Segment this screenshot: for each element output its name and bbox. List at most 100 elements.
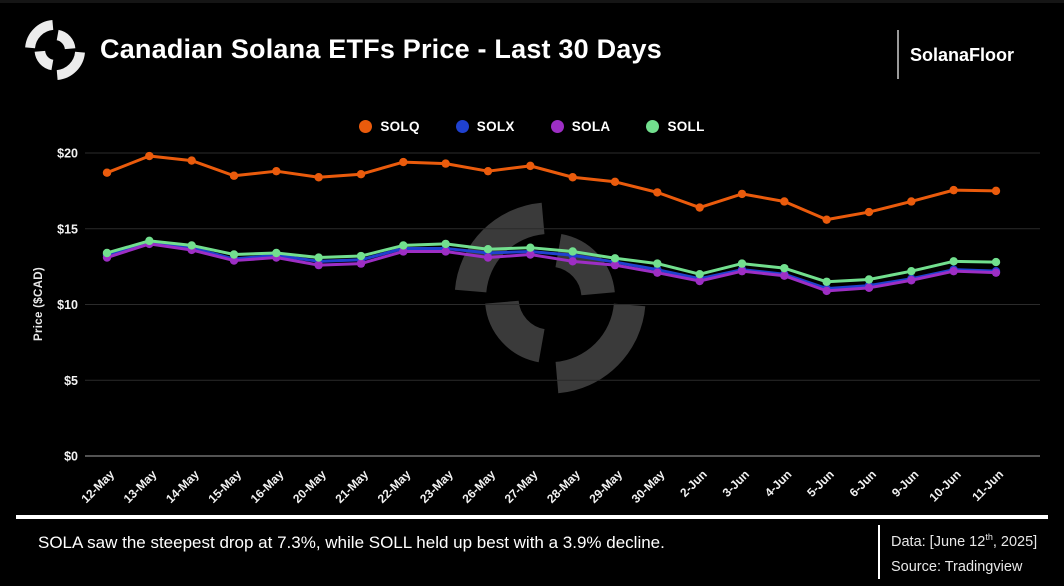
data-point-SOLA bbox=[822, 286, 831, 296]
x-tick-label: 2-Jun bbox=[677, 467, 710, 500]
legend-item-SOLL: SOLL bbox=[646, 119, 704, 134]
price-chart: $0 $5 $10 $15 $20 12-May 13-May 14-May 15-May 16-… bbox=[33, 147, 1040, 506]
data-point-SOLA bbox=[780, 271, 789, 280]
x-tick-label: 27-May bbox=[502, 467, 541, 506]
data-point-SOLQ bbox=[907, 197, 916, 206]
chart-legend: SOLQ SOLX SOLA SOLL bbox=[0, 119, 1064, 134]
y-tick-label: $15 bbox=[57, 222, 78, 236]
y-tick-label: $10 bbox=[57, 298, 78, 312]
y-tick-label: $5 bbox=[64, 374, 78, 388]
data-point-SOLL bbox=[949, 257, 958, 266]
legend-swatch-icon bbox=[359, 120, 373, 133]
data-point-SOLQ bbox=[102, 168, 112, 177]
data-date: Data: [June 12th, 2025] bbox=[891, 532, 1038, 550]
x-tick-label: 15-May bbox=[205, 467, 244, 506]
data-point-SOLL bbox=[102, 248, 112, 258]
footer-separator bbox=[16, 515, 1048, 519]
data-point-SOLA bbox=[356, 259, 366, 268]
data-point-SOLQ bbox=[653, 188, 662, 197]
legend-label: SOLQ bbox=[380, 119, 420, 134]
data-point-SOLL bbox=[907, 266, 916, 276]
data-point-SOLL bbox=[483, 245, 493, 254]
data-point-SOLL bbox=[991, 257, 1001, 267]
x-tick-label: 12-May bbox=[78, 467, 117, 506]
footer-note: SOLA saw the steepest drop at 7.3%, whil… bbox=[38, 533, 665, 552]
x-tick-label: 9-Jun bbox=[889, 467, 922, 500]
series-line-SOLX bbox=[106, 240, 997, 291]
data-point-SOLL bbox=[314, 253, 323, 262]
data-point-SOLQ bbox=[314, 173, 323, 182]
data-point-SOLL bbox=[780, 263, 789, 273]
x-tick-label: 14-May bbox=[163, 467, 202, 506]
data-point-SOLL bbox=[229, 250, 239, 259]
y-axis-title: Price ($CAD) bbox=[33, 267, 45, 341]
x-tick-label: 13-May bbox=[121, 467, 160, 506]
data-point-SOLA bbox=[991, 268, 1001, 277]
x-tick-label: 11-Jun bbox=[969, 467, 1006, 504]
x-tick-label: 26-May bbox=[459, 467, 498, 506]
brand-divider bbox=[897, 30, 899, 79]
x-tick-label: 21-May bbox=[332, 467, 371, 506]
data-point-SOLL bbox=[864, 275, 874, 284]
data-point-SOLL bbox=[822, 277, 831, 286]
data-point-SOLL bbox=[610, 254, 620, 263]
x-tick-label: 28-May bbox=[544, 467, 583, 506]
x-tick-label: 30-May bbox=[629, 467, 668, 506]
legend-swatch-icon bbox=[646, 120, 660, 133]
data-point-SOLQ bbox=[356, 170, 366, 179]
data-point-SOLA bbox=[229, 256, 239, 265]
data-point-SOLQ bbox=[483, 166, 493, 176]
legend-item-SOLQ: SOLQ bbox=[359, 119, 419, 134]
data-point-SOLL bbox=[441, 239, 450, 249]
data-point-SOLA bbox=[526, 250, 535, 259]
data-point-SOLL bbox=[356, 251, 366, 261]
series-line-SOLA bbox=[106, 242, 997, 293]
data-point-SOLL bbox=[526, 243, 535, 252]
data-point-SOLQ bbox=[441, 159, 450, 168]
data-point-SOLL bbox=[187, 241, 196, 250]
data-source: Source: Tradingview bbox=[891, 558, 1023, 575]
data-point-SOLA bbox=[653, 268, 662, 277]
data-point-SOLA bbox=[610, 260, 620, 270]
series-layer bbox=[102, 151, 1001, 296]
x-tick-label: 22-May bbox=[375, 467, 414, 506]
data-point-SOLL bbox=[653, 259, 662, 268]
data-point-SOLA bbox=[399, 247, 408, 256]
legend-label: SOLL bbox=[667, 119, 705, 134]
x-tick-label: 3-Jun bbox=[720, 467, 753, 500]
data-point-SOLA bbox=[737, 266, 747, 276]
data-point-SOLA bbox=[314, 260, 323, 270]
legend-swatch-icon bbox=[550, 120, 564, 133]
data-point-SOLQ bbox=[737, 189, 747, 199]
x-tick-label: 29-May bbox=[586, 467, 625, 506]
data-point-SOLL bbox=[695, 270, 704, 279]
data-point-SOLA bbox=[441, 247, 450, 256]
series-line-SOLQ bbox=[106, 154, 997, 222]
data-point-SOLQ bbox=[187, 156, 196, 165]
data-point-SOLQ bbox=[822, 215, 831, 224]
data-point-SOLQ bbox=[229, 171, 239, 180]
page-title: Canadian Solana ETFs Price - Last 30 Day… bbox=[100, 34, 662, 64]
data-point-SOLA bbox=[949, 266, 958, 276]
data-point-SOLL bbox=[568, 247, 577, 256]
data-point-SOLA bbox=[568, 257, 577, 266]
x-tick-label: 20-May bbox=[290, 467, 329, 506]
data-point-SOLQ bbox=[272, 166, 281, 176]
solanafloor-logo-icon bbox=[22, 17, 88, 83]
x-tick-label: 5-Jun bbox=[804, 467, 837, 500]
data-point-SOLL bbox=[737, 259, 747, 268]
x-tick-label: 16-May bbox=[248, 467, 287, 506]
data-point-SOLQ bbox=[695, 203, 704, 212]
data-point-SOLQ bbox=[610, 177, 620, 186]
grid-layer bbox=[85, 152, 1040, 457]
x-tick-label: 10-Jun bbox=[927, 467, 964, 504]
data-point-SOLA bbox=[483, 253, 493, 262]
data-point-SOLQ bbox=[864, 207, 874, 217]
data-point-SOLL bbox=[272, 248, 281, 258]
legend-swatch-icon bbox=[455, 120, 469, 133]
data-point-SOLQ bbox=[145, 151, 154, 161]
x-tick-label: 4-Jun bbox=[762, 467, 795, 500]
y-tick-label: $0 bbox=[64, 450, 78, 464]
data-point-SOLQ bbox=[568, 173, 577, 182]
